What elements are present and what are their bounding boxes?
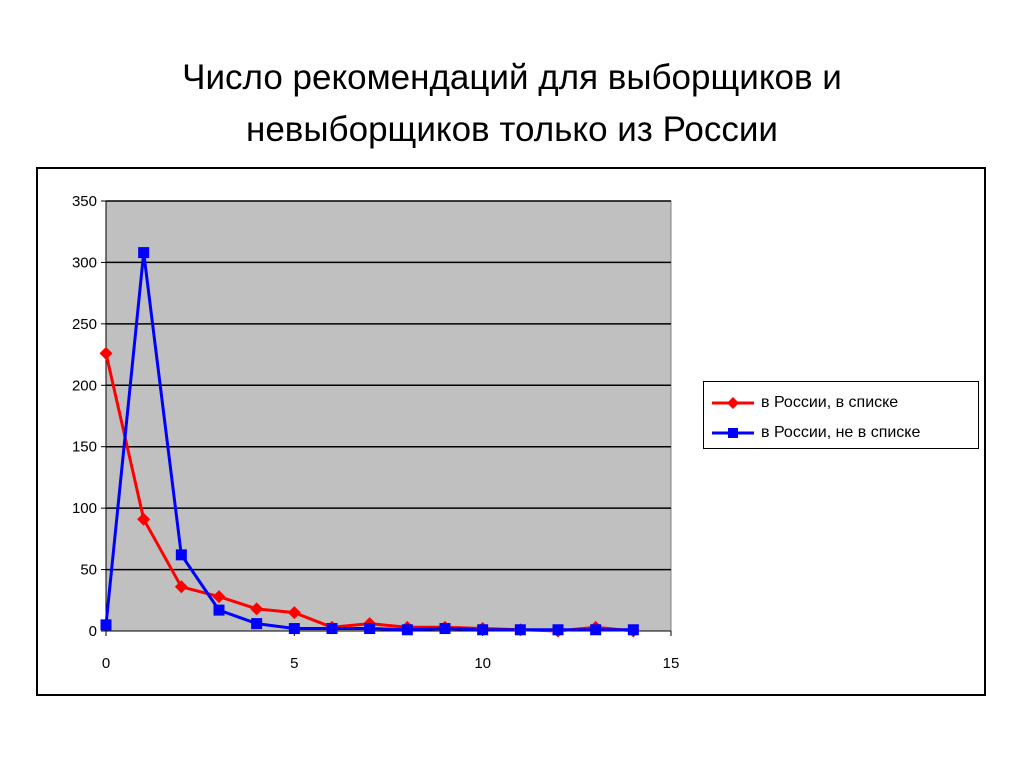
x-tick-label-5: 5 [290,655,298,672]
series-1-point-5 [288,623,300,635]
legend-label-red-series: в России, в списке [761,394,899,411]
series-1-point-6 [326,623,338,635]
y-tick-label-150: 150 [72,439,97,456]
series-1-point-0 [100,619,112,631]
series-1-point-12 [552,624,564,636]
legend-swatch-red-diamond-icon [712,397,754,409]
series-0-point-0 [99,346,113,360]
series-1-point-9 [439,623,451,635]
series-1-point-7 [364,623,376,635]
y-tick-label-300: 300 [72,254,97,271]
series-1-point-2 [175,549,187,561]
legend-item-red-series: в России, в списке [704,392,978,414]
series-1-point-14 [627,624,639,636]
y-tick-label-50: 50 [80,562,97,579]
y-tick-label-250: 250 [72,316,97,333]
series-1-point-11 [514,624,526,636]
legend-item-blue-series: в России, не в списке [704,422,978,444]
series-1-point-8 [401,624,413,636]
x-tick-label-0: 0 [102,655,110,672]
y-tick-label-200: 200 [72,377,97,394]
series-0-point-4 [250,602,264,616]
series-0-point-2 [174,580,188,594]
plot-area [105,200,672,632]
series-1-point-13 [590,624,602,636]
series-1-point-10 [477,624,489,636]
y-tick-label-0: 0 [89,623,97,640]
y-tick-label-350: 350 [72,193,97,210]
legend-swatch-blue-square-icon [712,428,754,438]
series-0-point-5 [287,606,301,620]
slide-title: Число рекомендаций для выборщиков и невы… [0,52,1024,156]
x-tick-label-15: 15 [663,655,680,672]
title-line-1: Число рекомендаций для выборщиков и [182,58,842,97]
legend-label-blue-series: в России, не в списке [761,424,921,441]
chart-legend: в России, в списке в России, не в списке [703,381,979,449]
series-1-point-4 [251,618,263,630]
y-tick-label-100: 100 [72,500,97,517]
title-line-2: невыборщиков только из России [246,110,778,149]
series-0-point-3 [212,590,226,604]
series-1-point-3 [213,604,225,616]
x-tick-label-10: 10 [474,655,491,672]
series-0-point-1 [137,512,151,526]
series-1-point-1 [138,247,150,259]
